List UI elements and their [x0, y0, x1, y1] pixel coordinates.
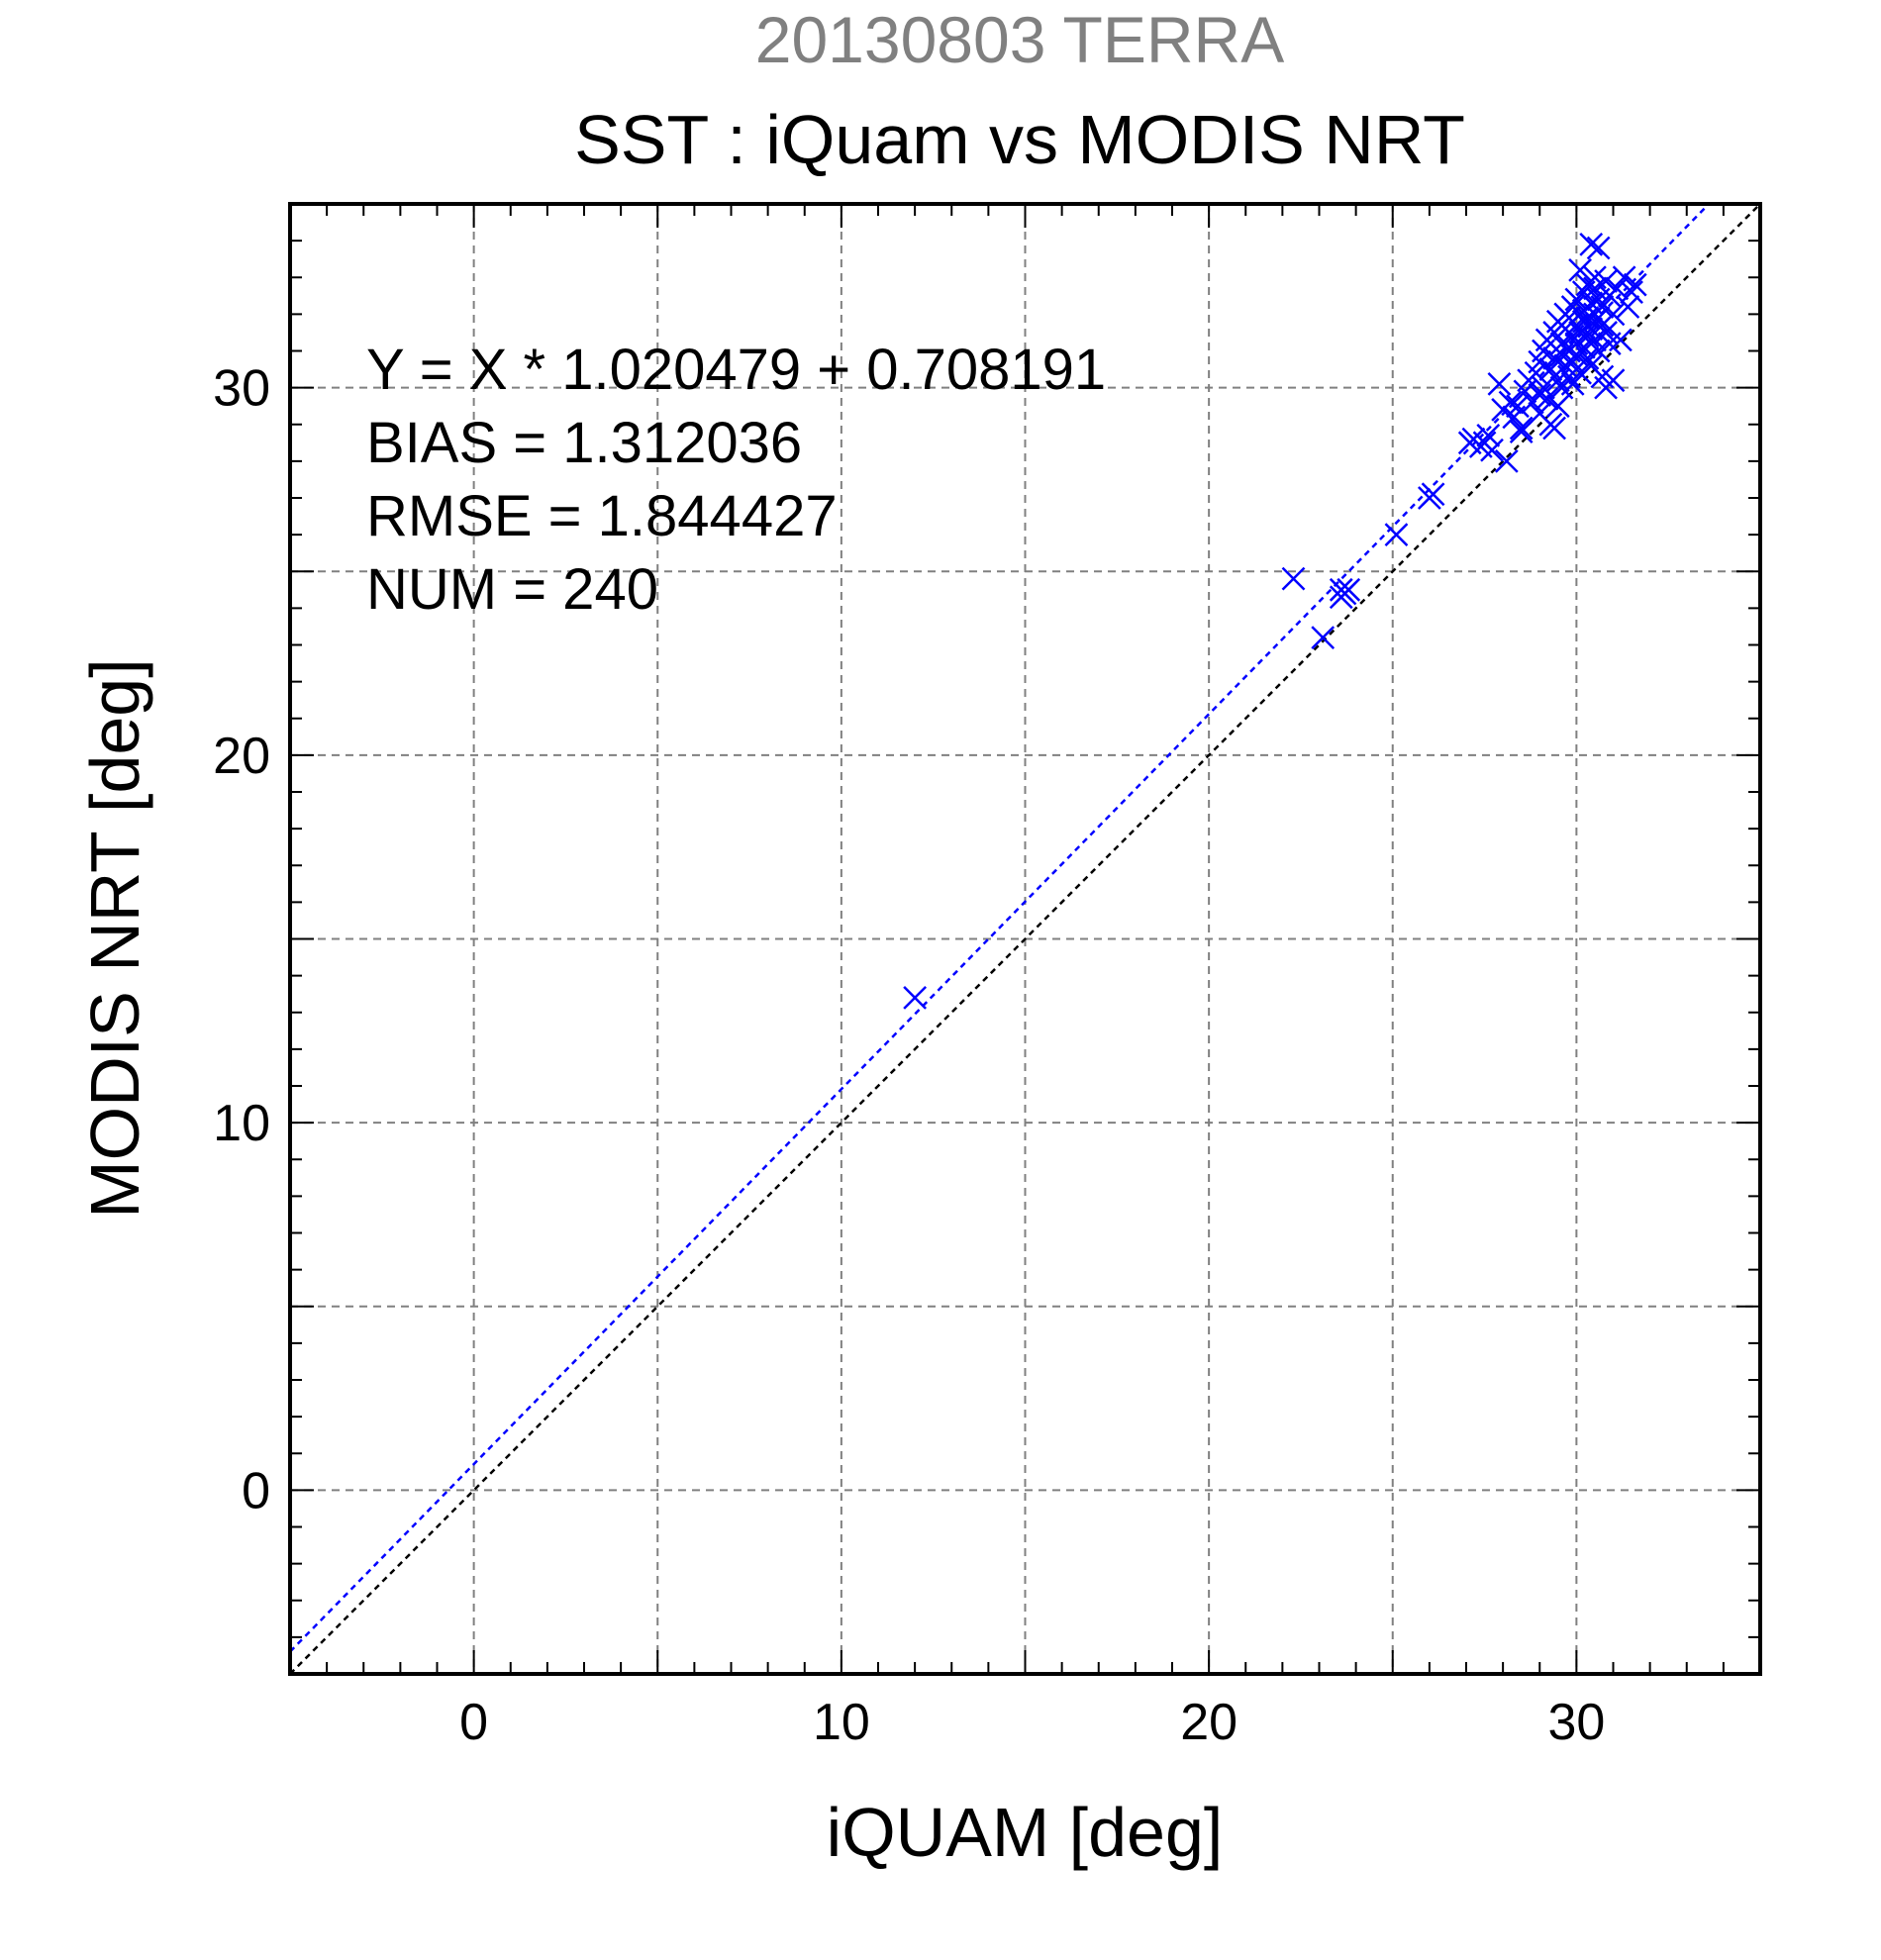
data-point [1494, 448, 1519, 473]
tick-labels: 0 10 20 30 0 10 20 30 [213, 360, 1605, 1751]
x-tick-label: 0 [459, 1694, 488, 1751]
data-point [1575, 346, 1600, 370]
data-point [1534, 386, 1559, 411]
data-point [1623, 272, 1647, 297]
data-point [903, 986, 928, 1010]
data-point [1528, 383, 1552, 407]
stats-bias: BIAS = 1.312036 [366, 411, 802, 475]
plot-frame [288, 202, 1762, 1676]
chart-supertitle: 20130803 TERRA [755, 3, 1284, 76]
data-point [1601, 302, 1626, 327]
y-axis-label: MODIS NRT [deg] [76, 658, 153, 1218]
data-point [1560, 349, 1585, 374]
data-point [1568, 360, 1592, 385]
data-point [1509, 416, 1534, 441]
data-point [1575, 324, 1600, 348]
data-point [1609, 328, 1633, 352]
data-point [1612, 265, 1636, 290]
data-point [1568, 257, 1592, 282]
data-point [1579, 232, 1604, 256]
regression-fit-line [290, 204, 1711, 1653]
stats-num: NUM = 240 [366, 557, 658, 622]
data-point [1281, 566, 1306, 591]
y-tick-label: 30 [213, 360, 270, 418]
x-tick-label: 20 [1180, 1694, 1238, 1751]
statistics-box: Y = X * 1.020479 + 0.708191 BIAS = 1.312… [366, 338, 1106, 622]
data-point [1560, 372, 1585, 396]
data-point [1329, 585, 1353, 610]
stats-rmse: RMSE = 1.844427 [366, 484, 838, 548]
data-point [1594, 269, 1618, 293]
data-point [1586, 236, 1611, 260]
identity-line [290, 204, 1760, 1674]
data-point [1506, 394, 1530, 419]
data-point [1384, 523, 1409, 547]
data-point [1590, 295, 1615, 319]
x-tick-label: 10 [813, 1694, 870, 1751]
stats-equation: Y = X * 1.020479 + 0.708191 [366, 338, 1106, 402]
data-point [1542, 416, 1566, 441]
data-point [1542, 346, 1566, 370]
data-point [1417, 486, 1441, 510]
data-point [1480, 438, 1504, 462]
data-point [1487, 372, 1512, 396]
x-tick-label: 30 [1547, 1694, 1605, 1751]
data-point [1586, 339, 1611, 363]
data-point [1311, 626, 1336, 649]
reference-lines [290, 204, 1760, 1674]
data-point [1605, 276, 1630, 301]
data-point [1498, 390, 1523, 415]
x-axis-label: iQUAM [deg] [827, 1794, 1224, 1871]
y-tick-label: 10 [213, 1095, 270, 1152]
data-point [1476, 424, 1501, 447]
data-points [903, 232, 1647, 1010]
data-point [1601, 368, 1626, 393]
y-tick-label: 20 [213, 728, 270, 785]
data-point [1616, 295, 1640, 319]
data-point [1545, 394, 1570, 419]
data-point [1620, 280, 1643, 304]
y-tick-label: 0 [242, 1462, 270, 1519]
chart-title: SST : iQuam vs MODIS NRT [574, 101, 1465, 178]
data-point [1509, 420, 1534, 444]
